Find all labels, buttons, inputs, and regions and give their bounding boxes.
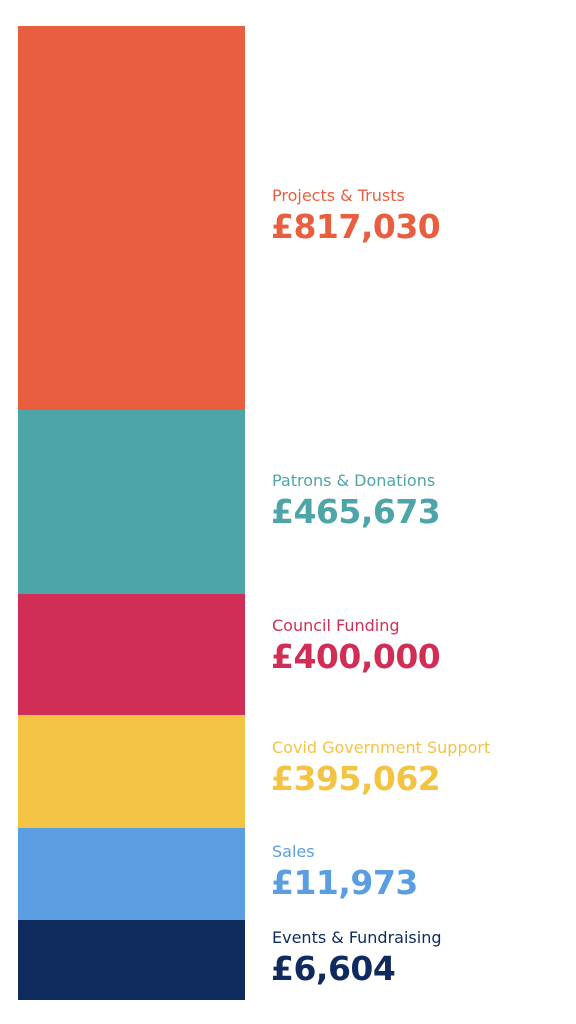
segment-block	[18, 715, 245, 828]
item-amount: £11,973	[271, 863, 418, 902]
item-label: Patrons & Donations	[272, 471, 436, 490]
segment-block	[18, 410, 245, 594]
item-amount: £465,673	[271, 492, 441, 531]
segment-block	[18, 26, 245, 410]
segment-block	[18, 920, 245, 1000]
item-label: Sales	[272, 842, 315, 861]
item-label: Events & Fundraising	[272, 928, 442, 947]
item-amount: £395,062	[271, 759, 441, 798]
segment-block	[18, 828, 245, 920]
segment-block	[18, 594, 245, 715]
item-amount: £817,030	[271, 207, 441, 246]
item-label: Council Funding	[272, 616, 400, 635]
item-label: Covid Government Support	[272, 738, 491, 757]
item-amount: £6,604	[271, 949, 396, 988]
item-label: Projects & Trusts	[272, 186, 405, 205]
item-amount: £400,000	[271, 637, 441, 676]
